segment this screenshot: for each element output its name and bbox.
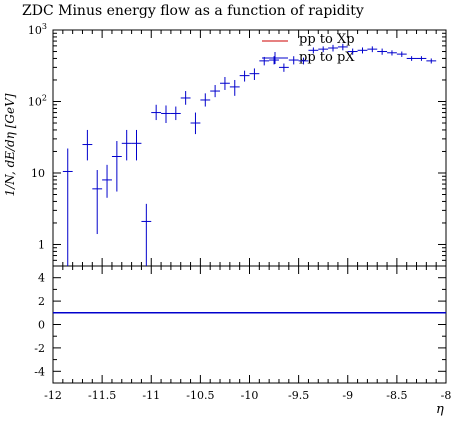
legend-label-pp-to-px: pp to pX <box>299 50 355 65</box>
main-plot-frame <box>52 29 447 267</box>
ratio-plot-frame <box>52 265 447 384</box>
legend-label-pp-to-xp: pp to Xp <box>299 32 355 47</box>
x-tick-label: -8.5 <box>386 389 407 402</box>
ratio-y-tick-label: -2 <box>34 342 45 355</box>
y-tick-label: 102 <box>28 93 47 108</box>
x-tick-label: -10.5 <box>186 389 214 402</box>
ratio-y-tick-label: -4 <box>34 365 45 378</box>
y-tick-label: 103 <box>28 22 47 37</box>
x-tick-label: -8 <box>441 389 452 402</box>
x-tick-label: -11.5 <box>88 389 116 402</box>
x-tick-label: -12 <box>44 389 62 402</box>
x-axis-label: η <box>436 402 444 417</box>
x-tick-label: -10 <box>241 389 259 402</box>
y-tick-label: 1 <box>38 238 45 251</box>
chart-title: ZDC Minus energy flow as a function of r… <box>22 3 364 19</box>
ratio-y-tick-label: 2 <box>38 295 45 308</box>
x-tick-label: -9 <box>342 389 353 402</box>
ratio-y-tick-label: 0 <box>38 319 45 332</box>
y-tick-label: 10 <box>31 167 45 180</box>
x-tick-label: -9.5 <box>288 389 309 402</box>
ratio-y-tick-label: 4 <box>38 272 45 285</box>
x-tick-label: -11 <box>142 389 160 402</box>
